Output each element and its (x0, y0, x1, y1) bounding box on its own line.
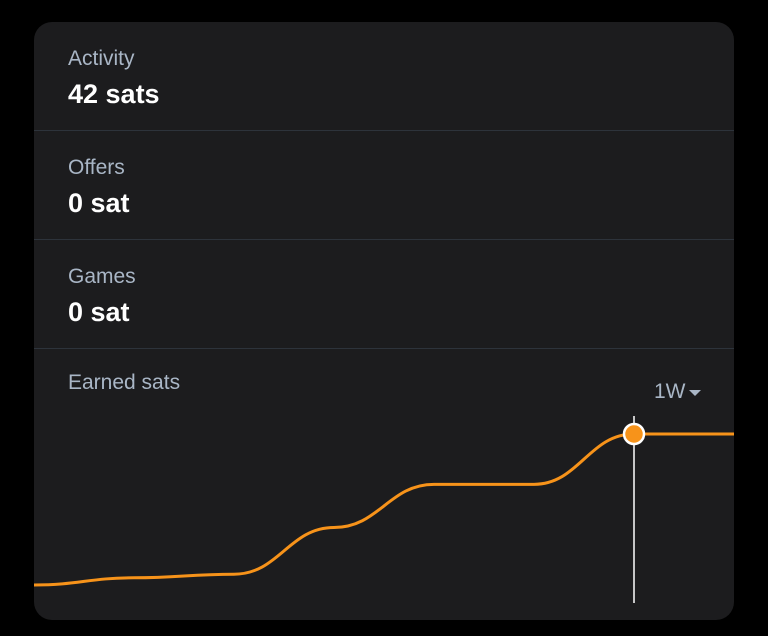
stat-label: Activity (68, 47, 135, 70)
stat-value: 0 sat (68, 188, 130, 218)
time-range-label: 1W (654, 380, 686, 403)
stat-label: Games (68, 265, 136, 288)
earned-sats-series-line (34, 432, 734, 587)
stat-label: Offers (68, 156, 125, 179)
stat-row-offers[interactable]: Offers 0 sat (34, 131, 734, 240)
earned-sats-chart-section: Earned sats 1W (34, 350, 734, 620)
stat-row-games[interactable]: Games 0 sat (34, 240, 734, 349)
stat-value: 0 sat (68, 297, 130, 327)
caret-down-icon (688, 390, 701, 396)
stat-value: 42 sats (68, 79, 160, 109)
chart-title: Earned sats (68, 371, 181, 394)
stat-row-activity[interactable]: Activity 42 sats (34, 22, 734, 131)
earned-sats-line-chart[interactable] (34, 350, 734, 620)
stats-card: Activity 42 sats Offers 0 sat Games 0 sa… (34, 22, 734, 620)
highlighted-point[interactable] (622, 422, 646, 446)
time-range-dropdown[interactable]: 1W (654, 378, 701, 406)
